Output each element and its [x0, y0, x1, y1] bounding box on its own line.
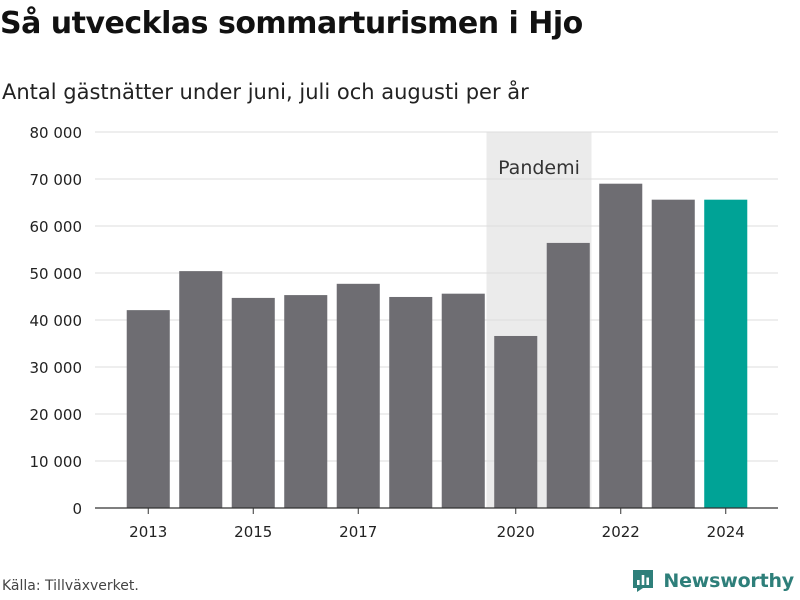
bar	[126, 310, 170, 508]
bar	[441, 293, 485, 508]
y-tick-label: 30 000	[30, 359, 83, 377]
brand-logo: Newsworthy	[631, 569, 794, 593]
pandemic-label: Pandemi	[498, 157, 580, 179]
chart-subtitle: Antal gästnätter under juni, juli och au…	[2, 80, 529, 104]
x-tick-label: 2015	[234, 523, 272, 541]
y-tick-label: 50 000	[30, 265, 83, 283]
y-tick-label: 0	[72, 500, 82, 518]
chart-title: Så utvecklas sommarturismen i Hjo	[0, 6, 583, 41]
bar	[231, 297, 275, 508]
x-tick-label: 2020	[497, 523, 535, 541]
bar-chart: Pandemi 0 10 000 20 000 30 000 40 000 50 000 60…	[30, 124, 778, 541]
source-note: Källa: Tillväxverket.	[2, 578, 139, 594]
y-tick-label: 10 000	[30, 453, 83, 471]
bar	[336, 283, 380, 508]
x-tick-label: 2022	[602, 523, 640, 541]
brand-name: Newsworthy	[663, 570, 794, 592]
y-tick-label: 80 000	[30, 124, 83, 142]
bar	[284, 295, 328, 508]
bar-highlight	[704, 199, 748, 508]
bar	[546, 242, 590, 509]
x-tick-label: 2024	[707, 523, 745, 541]
y-tick-label: 20 000	[30, 406, 83, 424]
bar	[651, 199, 695, 508]
bar	[179, 271, 223, 508]
bar	[389, 296, 433, 508]
bar	[599, 183, 643, 508]
y-tick-label: 70 000	[30, 171, 83, 189]
x-tick-label: 2013	[129, 523, 167, 541]
newsworthy-logo-icon	[633, 570, 654, 592]
x-tick-label: 2017	[339, 523, 377, 541]
y-tick-label: 40 000	[30, 312, 83, 330]
bar	[494, 335, 538, 508]
y-tick-label: 60 000	[30, 218, 83, 236]
